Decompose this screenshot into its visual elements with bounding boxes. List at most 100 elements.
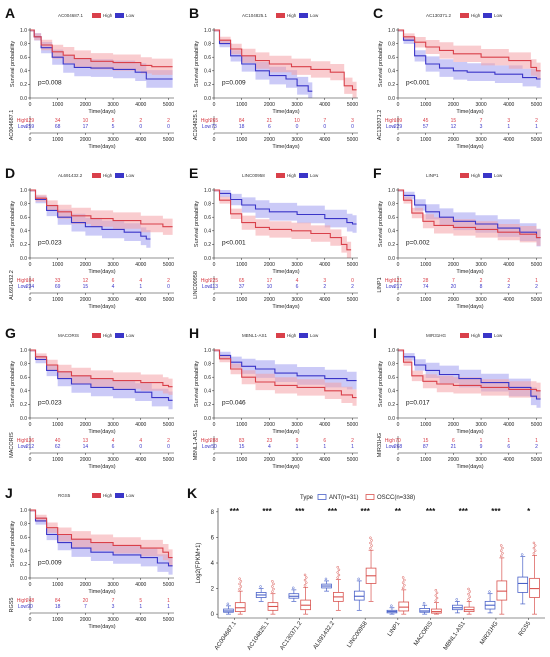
x-tick-label: 4000 [503,262,514,268]
y-tick-label: 0.6 [20,535,27,541]
risk-count-high: 7 [452,278,455,284]
legend-low-label: Low [126,493,135,498]
significance-label: *** [426,507,436,516]
risk-count-low: 268 [394,444,403,450]
x-tick-label: 2000 [448,102,459,108]
y-axis-title: Survival probability [10,361,16,407]
y-tick-label: 0.8 [388,41,395,47]
risk-x-tick-label: 5000 [531,297,542,303]
y-axis-title: Log2(FPKM+1) [196,543,202,584]
risk-count-low: 2 [507,284,510,290]
y-tick-label: 0.8 [204,201,211,207]
y-tick-label: 0.4 [204,229,211,235]
y-tick-label: 0.2 [204,242,211,248]
risk-count-low: 90 [27,604,33,610]
risk-x-tick-label: 0 [397,297,400,303]
legend-low-swatch [299,13,308,18]
risk-x-tick-label: 3000 [292,297,303,303]
risk-count-low: 1 [139,604,142,610]
y-tick-label: 0.2 [388,242,395,248]
risk-count-low: 18 [55,604,61,610]
risk-x-tick-label: 4000 [135,137,146,143]
risk-count-low: 217 [394,284,403,290]
outlier-point [369,536,372,540]
risk-count-low: 1 [296,444,299,450]
risk-count-high: 288 [210,438,219,444]
x-tick-label: 3000 [476,102,487,108]
outlier-point [467,587,470,591]
risk-count-high: 1 [535,278,538,284]
y-tick-label: 1.0 [20,348,27,354]
low-survival-curve [398,29,541,80]
legend-low-label: Low [310,333,319,338]
risk-count-high: 15 [423,438,429,444]
box-oscc [234,602,246,613]
risk-count-high: 1 [507,438,510,444]
risk-table-low-label: Low [202,284,212,290]
x-tick-label: 4000 [319,262,330,268]
risk-count-low: 6 [268,124,271,130]
box-oscc [529,577,540,598]
risk-count-high: 3 [323,278,326,284]
outlier-point [468,595,471,599]
risk-count-high: 4 [139,278,142,284]
risk-count-high: 9 [296,438,299,444]
x-tick-label: 4000 [135,262,146,268]
y-tick-label: 0.4 [204,389,211,395]
outlier-point [434,594,438,597]
risk-x-tick-label: 3000 [292,137,303,143]
x-tick-label: 1000 [420,102,431,108]
outlier-point [226,602,230,606]
x-tick-label: 2000 [264,102,275,108]
legend-gene-label: MBNL1-AS1 [242,333,268,338]
risk-count-high: 121 [394,278,403,284]
y-tick-label: 0.6 [388,375,395,381]
p-value-label: p=0.009 [222,79,246,86]
risk-x-tick-label: 5000 [163,617,174,623]
y-tick-label: 0.2 [20,82,27,88]
risk-x-tick-label: 2000 [264,297,275,303]
risk-count-low: 0 [351,124,354,130]
risk-x-tick-label: 3000 [108,457,119,463]
risk-table-gene-label: AC104825.1 [193,110,199,141]
y-axis-title: Survival probability [378,41,384,87]
risk-count-low: 74 [423,284,429,290]
legend-high-swatch [460,333,469,338]
risk-count-high: 2 [167,118,170,124]
risk-count-high: 6 [112,278,115,284]
risk-x-tick-label: 3000 [108,297,119,303]
p-value-label: p<0.001 [222,239,246,246]
risk-count-low: 7 [84,604,87,610]
outlier-point [303,578,307,582]
risk-x-axis-title: Time(days) [88,144,115,150]
x-axis-title: Time(days) [456,109,483,115]
legend-low-label: Low [494,173,503,178]
risk-table-high-label: High [385,118,396,124]
outlier-point [533,549,537,552]
risk-count-high: 1 [535,438,538,444]
risk-count-high: 13 [83,438,89,444]
risk-count-high: 1 [480,438,483,444]
risk-count-high: 83 [239,438,245,444]
y-tick-label: 0.8 [20,41,27,47]
risk-count-low: 259 [26,124,35,130]
x-tick-label: 3000 [292,422,303,428]
risk-x-tick-label: 4000 [319,457,330,463]
risk-table-low-label: Low [386,284,396,290]
risk-count-high: 0 [351,278,354,284]
significance-label: *** [295,507,305,516]
risk-count-high: 23 [267,438,273,444]
risk-count-low: 57 [423,124,429,130]
x-tick-label: 1000 [420,262,431,268]
x-tick-label: 5000 [347,102,358,108]
legend-low-label: Low [310,173,319,178]
x-tick-label: 3000 [108,262,119,268]
x-tick-label: 3000 [292,102,303,108]
legend-gene-label: AL691432.2 [58,173,83,178]
